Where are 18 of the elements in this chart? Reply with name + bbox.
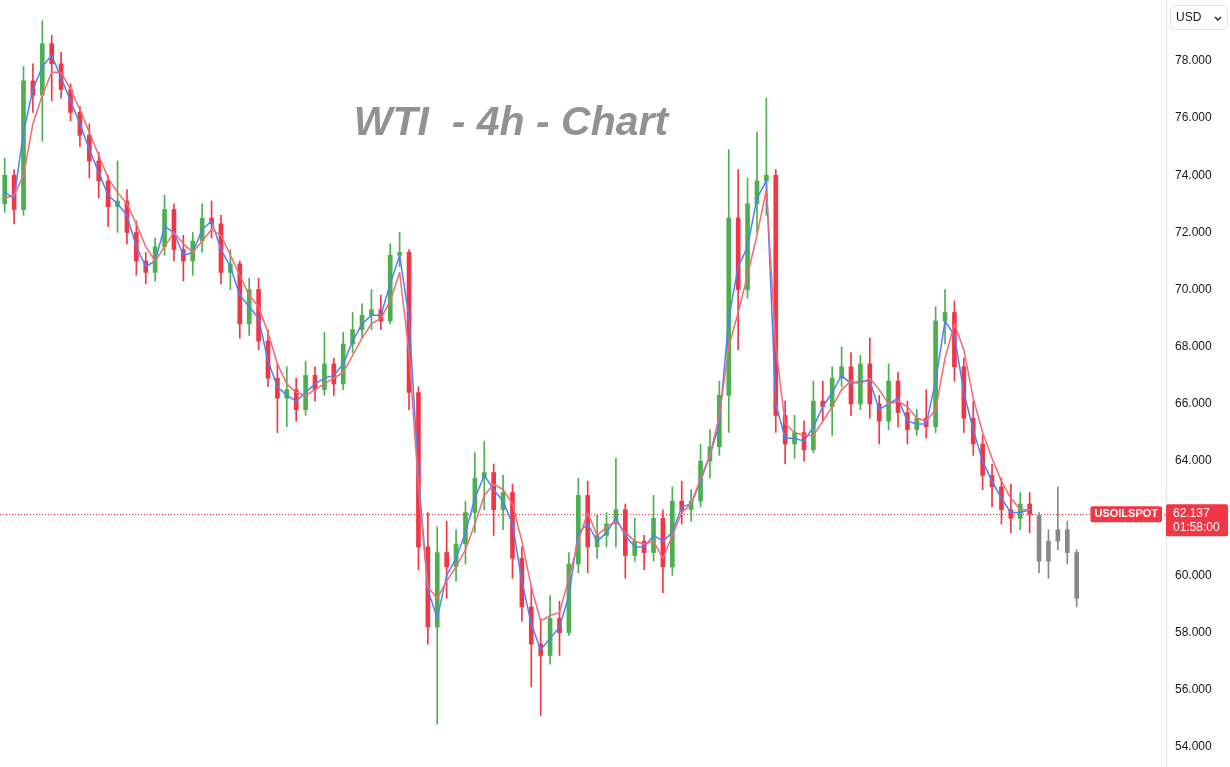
y-tick-label: 72.000 xyxy=(1175,224,1213,239)
text: 62.137 xyxy=(1173,505,1211,520)
y-tick-label: 68.000 xyxy=(1175,339,1213,354)
y-tick-label: 70.000 xyxy=(1175,281,1213,296)
y-tick-label: 66.000 xyxy=(1175,396,1213,411)
y-axis-title: USD xyxy=(1176,10,1202,24)
y-tick-label: 58.000 xyxy=(1175,624,1213,639)
y-tick-label: 60.000 xyxy=(1175,567,1213,582)
y-tick-label: 74.000 xyxy=(1175,167,1213,182)
ref-line-label: USOILSPOT xyxy=(1094,507,1159,520)
y-tick-label: 76.000 xyxy=(1175,110,1213,125)
currency-dropdown: USD xyxy=(1170,5,1228,30)
y-tick-label: 56.000 xyxy=(1175,682,1213,697)
y-tick-label: 78.000 xyxy=(1175,53,1213,68)
text: WTI - 4h - Chart xyxy=(353,98,671,145)
text: 01:58:00 xyxy=(1173,519,1221,534)
y-tick-label: 64.000 xyxy=(1175,453,1213,468)
y-tick-label: 54.000 xyxy=(1175,739,1213,754)
